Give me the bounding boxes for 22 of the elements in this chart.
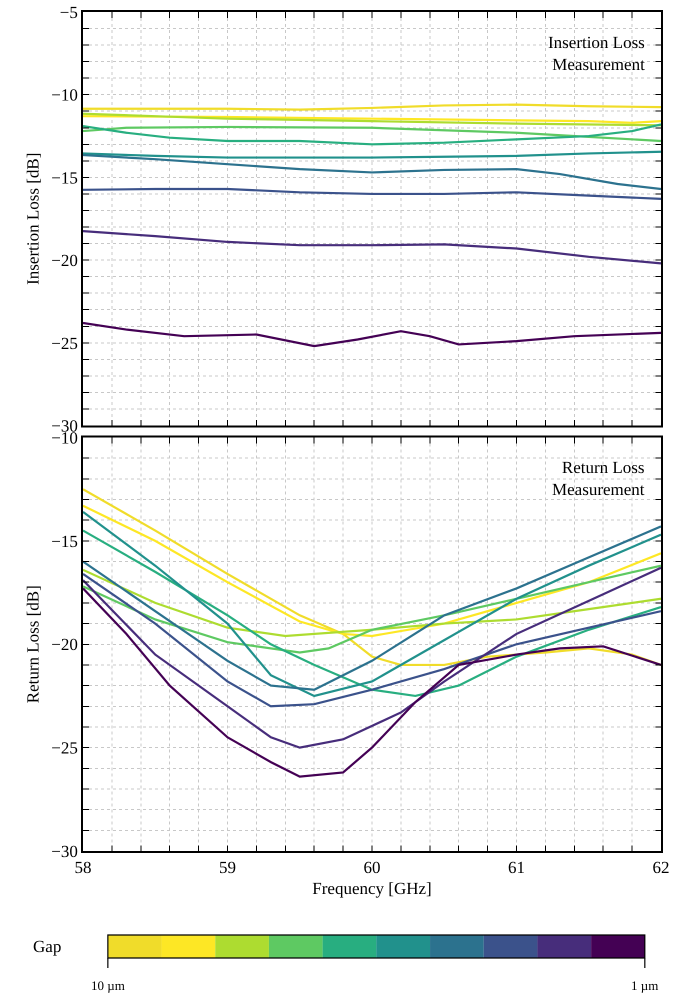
annotation: Insertion Loss Measurement xyxy=(548,33,646,74)
y-axis-title: Return Loss [dB] xyxy=(23,585,42,704)
y-tick-label: −20 xyxy=(51,635,78,654)
x-tick-label: 62 xyxy=(652,858,670,878)
y-tick-label: −15 xyxy=(51,168,78,188)
color-bar-label: 10 µm xyxy=(91,978,125,993)
y-tick-label: −25 xyxy=(51,334,78,353)
y-tick-label: −20 xyxy=(51,251,78,270)
y-tick-label: −25 xyxy=(51,738,78,758)
y-tick-label: −15 xyxy=(51,532,78,551)
x-tick-label: 59 xyxy=(219,858,236,878)
y-axis-title: Insertion Loss [dB] xyxy=(23,152,42,285)
color-bar-label: 1 µm xyxy=(631,978,658,993)
y-tick-label: −10 xyxy=(51,86,78,105)
x-tick-label: 58 xyxy=(74,858,92,878)
y-tick-label: −30 xyxy=(51,842,78,861)
color-bar-title: Gap xyxy=(33,937,62,956)
annotation: Return Loss Measurement xyxy=(552,458,645,500)
x-tick-label: 60 xyxy=(364,858,380,878)
y-tick-label: −5 xyxy=(60,2,78,22)
x-tick-label: 61 xyxy=(508,858,525,878)
x-axis-title: Frequency [GHz] xyxy=(312,879,432,898)
